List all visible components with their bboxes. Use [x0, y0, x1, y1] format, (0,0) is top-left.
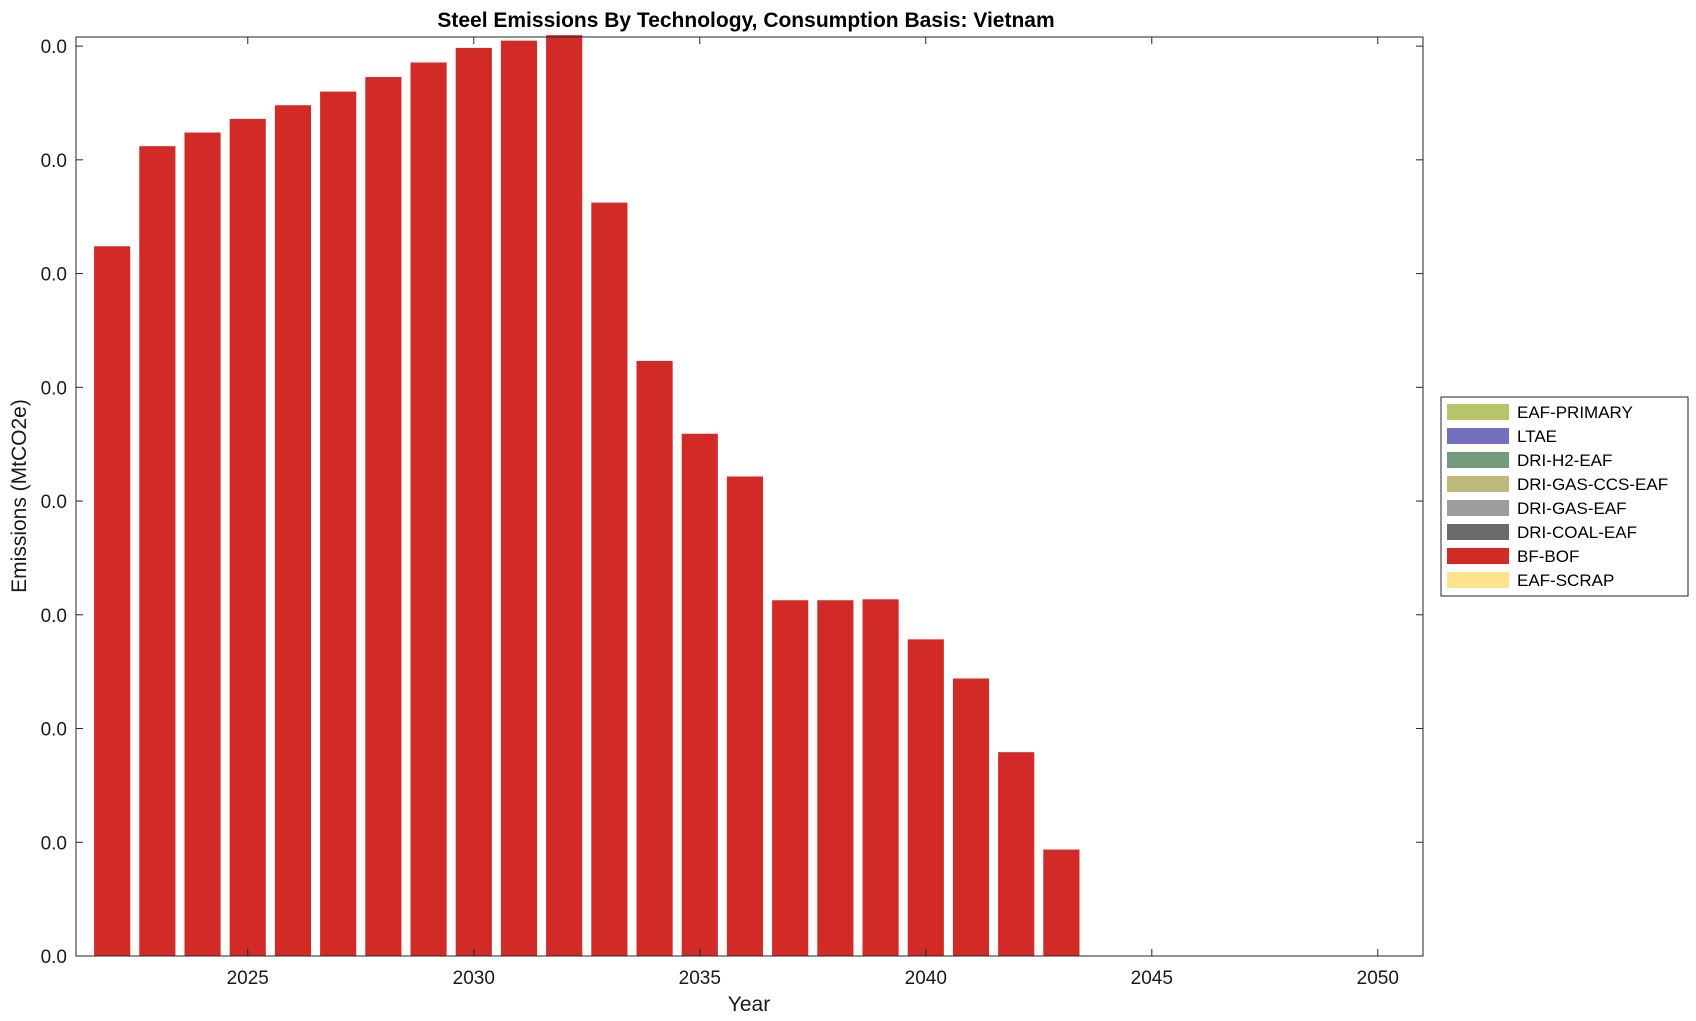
bar-bf-bof-2035: [681, 433, 718, 957]
legend-swatch-ltae: [1447, 428, 1509, 444]
bar-bf-bof-2037: [772, 600, 809, 956]
bar-bf-bof-2028: [365, 77, 402, 957]
bar-bf-bof-2029: [410, 62, 447, 957]
y-tick-label: 0.0: [41, 833, 67, 854]
legend-swatch-dri-gas-ccs-eaf: [1447, 476, 1509, 492]
bar-bf-bof-2034: [636, 360, 673, 956]
bar-bf-bof-2039: [862, 599, 899, 956]
x-tick-label: 2050: [1357, 968, 1399, 989]
legend-swatch-dri-gas-eaf: [1447, 500, 1509, 516]
x-tick-label: 2045: [1131, 968, 1173, 989]
bar-bf-bof-2040: [907, 639, 944, 956]
legend-label: EAF-PRIMARY: [1517, 403, 1633, 422]
bar-bf-bof-2022: [94, 246, 131, 956]
x-axis-label: Year: [728, 993, 770, 1016]
x-tick-label: 2035: [679, 968, 721, 989]
y-tick-label: 0.0: [41, 606, 67, 627]
bar-bf-bof-2038: [817, 600, 854, 956]
legend-label: LTAE: [1517, 427, 1557, 446]
y-axis-label: Emissions (MtCO2e): [8, 399, 31, 593]
bar-bf-bof-2024: [184, 132, 221, 957]
legend-items: EAF-PRIMARY LTAE DRI-H2-EAF DRI-GAS-CCS-EAF…: [1447, 403, 1668, 590]
bar-bf-bof-2025: [229, 118, 266, 956]
legend-label: EAF-SCRAP: [1517, 571, 1614, 590]
legend-label: DRI-GAS-EAF: [1517, 499, 1627, 518]
bar-bf-bof-2036: [726, 476, 764, 956]
legend-swatch-eaf-scrap: [1447, 572, 1509, 588]
x-tick-label: 2040: [905, 968, 947, 989]
legend-box: [1440, 396, 1689, 597]
bar-bf-bof-2032: [546, 35, 583, 957]
bar-bf-bof-2033: [591, 202, 628, 957]
legend-swatch-eaf-primary: [1447, 404, 1509, 420]
bar-bf-bof-2023: [139, 146, 176, 956]
legend-label: DRI-H2-EAF: [1517, 451, 1612, 470]
legend-swatch-dri-coal-eaf: [1447, 524, 1509, 540]
chart-title: Steel Emissions By Technology, Consumpti…: [437, 9, 1054, 32]
legend-label: BF-BOF: [1517, 547, 1579, 566]
y-tick-label: 0.0: [41, 37, 67, 58]
bar-bf-bof-2043: [1043, 849, 1080, 956]
y-tick-label: 0.0: [41, 492, 67, 513]
bar-bf-bof-2031: [500, 40, 538, 956]
legend-label: DRI-COAL-EAF: [1517, 523, 1637, 542]
legend: EAF-PRIMARY LTAE DRI-H2-EAF DRI-GAS-CCS-EAF…: [1440, 396, 1689, 597]
bar-bf-bof-2041: [952, 678, 990, 956]
x-tick-label: 2025: [227, 968, 269, 989]
bar-bf-bof-2042: [998, 752, 1035, 956]
y-tick-label: 0.0: [41, 378, 67, 399]
bar-bf-bof-2030: [455, 47, 492, 957]
ticks-layer: 2025 2030 2035 2040 2045 2050 0.0 0.0 0.0 0.0 0.0 0…: [41, 37, 1423, 989]
x-tick-label: 2030: [453, 968, 495, 989]
y-tick-label: 0.0: [41, 720, 67, 741]
bars-layer: [94, 35, 1080, 957]
y-tick-label: 0.0: [41, 947, 67, 968]
legend-label: DRI-GAS-CCS-EAF: [1517, 475, 1668, 494]
legend-swatch-dri-h2-eaf: [1447, 452, 1509, 468]
legend-swatch-bf-bof: [1447, 548, 1509, 564]
bar-bf-bof-2026: [274, 105, 312, 957]
plot-frame: [75, 36, 1424, 957]
y-tick-label: 0.0: [41, 151, 67, 172]
bar-bf-bof-2027: [320, 91, 357, 957]
y-tick-label: 0.0: [41, 265, 67, 286]
